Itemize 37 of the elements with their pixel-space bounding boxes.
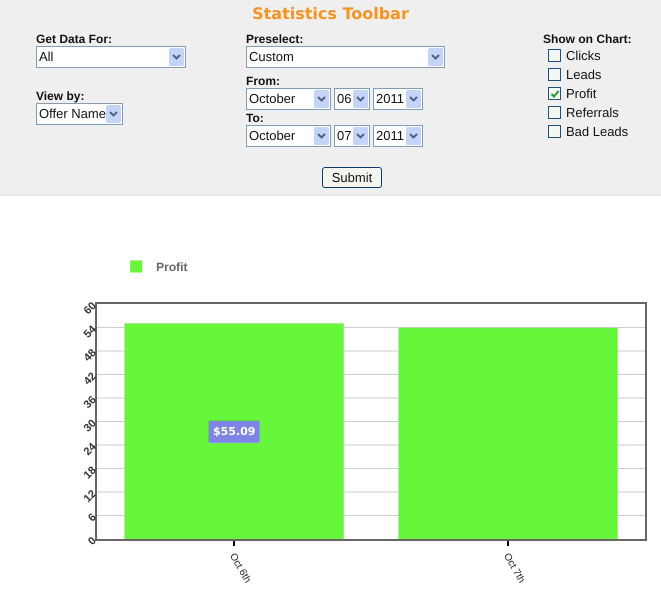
y-tick-label: 24 xyxy=(82,440,100,458)
text: Leads xyxy=(566,67,602,82)
x-tick-label: Oct 7th xyxy=(501,552,527,585)
y-tick-label: 18 xyxy=(82,464,99,482)
x-tick-label: Oct 6th xyxy=(227,552,253,585)
text: Get Data For: xyxy=(36,32,112,46)
text: To: xyxy=(246,111,264,125)
y-tick-label: 36 xyxy=(82,394,99,412)
legend-label: Profit xyxy=(156,260,188,274)
data-label: $55.09 xyxy=(213,425,256,438)
dropdown: October xyxy=(246,125,331,147)
text: Preselect: xyxy=(246,32,304,46)
text: Statistics Toolbar xyxy=(251,4,410,23)
text: Clicks xyxy=(566,48,601,63)
dropdown: 2011 xyxy=(373,88,423,110)
text: Show on Chart: xyxy=(543,32,632,46)
text: From: xyxy=(246,74,280,88)
dropdown: All xyxy=(36,46,186,68)
dropdown: 07 xyxy=(334,125,370,147)
y-tick-label: 42 xyxy=(82,370,99,388)
dropdown: Custom xyxy=(246,46,445,68)
y-tick-label: 54 xyxy=(82,322,100,341)
dropdown: 06 xyxy=(334,88,370,110)
y-tick-label: 30 xyxy=(82,417,99,435)
text: Bad Leads xyxy=(566,124,628,139)
text: Profit xyxy=(566,86,596,101)
text: View by: xyxy=(36,89,84,103)
text: Referrals xyxy=(566,105,619,120)
y-tick-label: 6 xyxy=(86,511,99,524)
dropdown: October xyxy=(246,88,331,110)
y-tick-label: 0 xyxy=(86,534,99,548)
y-tick-label: 12 xyxy=(82,488,99,506)
button: Submit xyxy=(322,167,382,188)
dropdown: 2011 xyxy=(373,125,423,147)
y-tick-label: 48 xyxy=(82,346,99,364)
dropdown: Offer Name xyxy=(36,103,123,125)
y-tick-label: 60 xyxy=(82,300,99,318)
